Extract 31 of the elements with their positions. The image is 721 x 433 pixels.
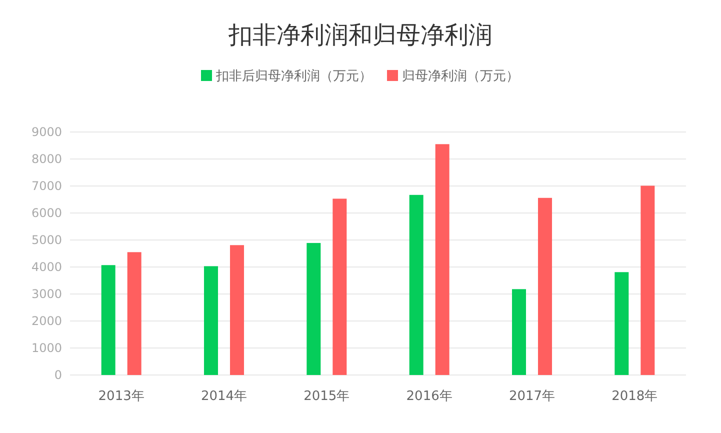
x-tick-label: 2014年 <box>200 389 248 404</box>
x-tick-label: 2018年 <box>612 389 658 404</box>
bar <box>332 198 347 375</box>
y-tick-label: 7000 <box>31 179 62 193</box>
y-tick-label: 0 <box>54 368 62 382</box>
x-tick-label: 2013年 <box>98 389 144 404</box>
y-tick-label: 8000 <box>31 152 62 166</box>
bar <box>409 194 424 375</box>
y-tick-label: 5000 <box>31 233 62 247</box>
x-tick-label: 2017年 <box>508 389 556 404</box>
y-tick-label: 4000 <box>31 260 62 274</box>
bar <box>512 289 526 375</box>
y-tick-label: 2000 <box>31 314 62 328</box>
y-tick-label: 3000 <box>31 287 62 301</box>
bar <box>306 242 321 375</box>
chart-title: 扣非净利润和归母净利润 <box>228 21 492 49</box>
bar <box>640 186 655 375</box>
bar <box>127 252 142 375</box>
legend-label: 归母净利润（万元） <box>402 69 519 84</box>
y-tick-label: 1000 <box>31 341 62 355</box>
y-tick-label: 6000 <box>31 206 62 220</box>
bar <box>435 144 450 375</box>
x-tick-label: 2016年 <box>406 389 452 404</box>
y-tick-label: 9000 <box>31 125 62 139</box>
bar <box>230 245 244 375</box>
bar <box>538 198 552 375</box>
bar <box>101 265 116 375</box>
bar <box>204 266 218 375</box>
legend-label: 扣非后归母净利润（万元） <box>215 69 372 84</box>
x-tick-label: 2015年 <box>304 389 350 404</box>
bar <box>614 272 629 375</box>
